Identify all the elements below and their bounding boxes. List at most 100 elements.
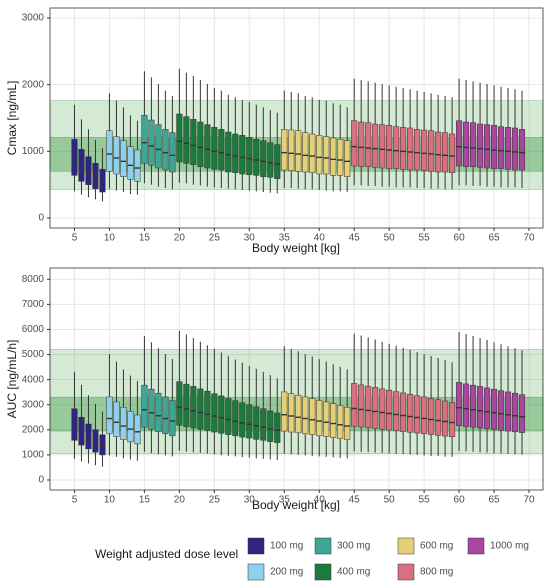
legend-label: 600 mg bbox=[420, 541, 453, 552]
box bbox=[477, 123, 484, 168]
box bbox=[197, 388, 204, 430]
box bbox=[407, 127, 414, 171]
box bbox=[407, 393, 414, 433]
y-tick-label: 1000 bbox=[22, 146, 45, 157]
box bbox=[477, 386, 484, 429]
legend-label: 100 mg bbox=[270, 541, 303, 552]
box bbox=[365, 122, 372, 167]
x-tick-label: 45 bbox=[349, 233, 361, 244]
box bbox=[330, 137, 337, 176]
box bbox=[183, 116, 190, 164]
box bbox=[400, 392, 407, 432]
box bbox=[337, 139, 344, 176]
box bbox=[176, 113, 183, 163]
x-tick-label: 30 bbox=[244, 495, 256, 506]
box bbox=[155, 124, 162, 169]
box bbox=[71, 408, 78, 441]
x-tick-label: 5 bbox=[72, 495, 78, 506]
x-tick-label: 30 bbox=[244, 233, 256, 244]
box bbox=[463, 121, 470, 167]
box bbox=[218, 129, 225, 171]
y-tick-label: 4000 bbox=[22, 374, 45, 385]
x-axis-label: Body weight [kg] bbox=[252, 241, 340, 255]
box bbox=[260, 408, 267, 441]
x-tick-label: 5 bbox=[72, 233, 78, 244]
y-tick-label: 3000 bbox=[22, 399, 45, 410]
box bbox=[442, 400, 449, 437]
box bbox=[232, 133, 239, 173]
x-tick-label: 50 bbox=[384, 233, 396, 244]
box bbox=[309, 398, 316, 436]
box bbox=[379, 388, 386, 430]
box bbox=[358, 384, 365, 428]
y-tick-label: 2000 bbox=[22, 424, 45, 435]
box bbox=[99, 434, 106, 456]
box bbox=[85, 423, 92, 450]
box bbox=[232, 400, 239, 437]
box bbox=[281, 129, 288, 171]
box bbox=[386, 125, 393, 169]
box bbox=[288, 129, 295, 171]
box bbox=[435, 131, 442, 173]
legend-key bbox=[247, 563, 265, 581]
box bbox=[358, 121, 365, 167]
box bbox=[281, 391, 288, 432]
box bbox=[267, 142, 274, 178]
box bbox=[428, 398, 435, 435]
box bbox=[414, 129, 421, 171]
box bbox=[183, 383, 190, 428]
box bbox=[323, 136, 330, 175]
y-tick-label: 2000 bbox=[22, 79, 45, 90]
box bbox=[106, 396, 113, 435]
box bbox=[197, 121, 204, 167]
box bbox=[393, 391, 400, 432]
x-tick-label: 15 bbox=[139, 495, 151, 506]
box bbox=[414, 395, 421, 434]
plot-background bbox=[50, 8, 543, 228]
box bbox=[504, 127, 512, 170]
box bbox=[204, 390, 211, 431]
box bbox=[295, 394, 302, 434]
box bbox=[246, 137, 253, 175]
box bbox=[309, 133, 316, 173]
box bbox=[330, 403, 337, 438]
box bbox=[204, 124, 211, 169]
box bbox=[225, 398, 232, 435]
box bbox=[274, 144, 281, 179]
y-tick-label: 0 bbox=[38, 213, 44, 224]
box bbox=[316, 400, 323, 437]
box bbox=[211, 393, 218, 433]
box bbox=[274, 412, 281, 443]
y-axis-label: Cmax [ng/mL] bbox=[5, 81, 19, 156]
box bbox=[456, 120, 463, 167]
box bbox=[511, 392, 519, 433]
box bbox=[253, 406, 260, 440]
box bbox=[148, 388, 155, 430]
box bbox=[302, 132, 309, 173]
box bbox=[162, 396, 169, 435]
box bbox=[239, 135, 246, 175]
x-tick-label: 40 bbox=[314, 233, 326, 244]
box bbox=[490, 388, 498, 430]
x-tick-label: 50 bbox=[384, 495, 396, 506]
box bbox=[351, 120, 358, 167]
x-tick-label: 10 bbox=[104, 495, 116, 506]
legend-key bbox=[397, 537, 415, 555]
x-tick-label: 45 bbox=[349, 495, 361, 506]
box bbox=[400, 127, 407, 170]
plot-border bbox=[49, 7, 544, 229]
y-tick-label: 0 bbox=[38, 475, 44, 486]
box bbox=[344, 140, 351, 177]
box bbox=[435, 399, 442, 436]
box bbox=[428, 130, 435, 172]
x-tick-label: 10 bbox=[104, 233, 116, 244]
box bbox=[120, 140, 127, 177]
x-tick-label: 15 bbox=[139, 233, 151, 244]
box bbox=[484, 124, 491, 169]
box bbox=[365, 385, 372, 429]
legend-label: 400 mg bbox=[337, 567, 370, 578]
box bbox=[421, 396, 428, 435]
legend-key bbox=[314, 563, 332, 581]
box bbox=[78, 149, 85, 182]
box bbox=[470, 122, 477, 167]
